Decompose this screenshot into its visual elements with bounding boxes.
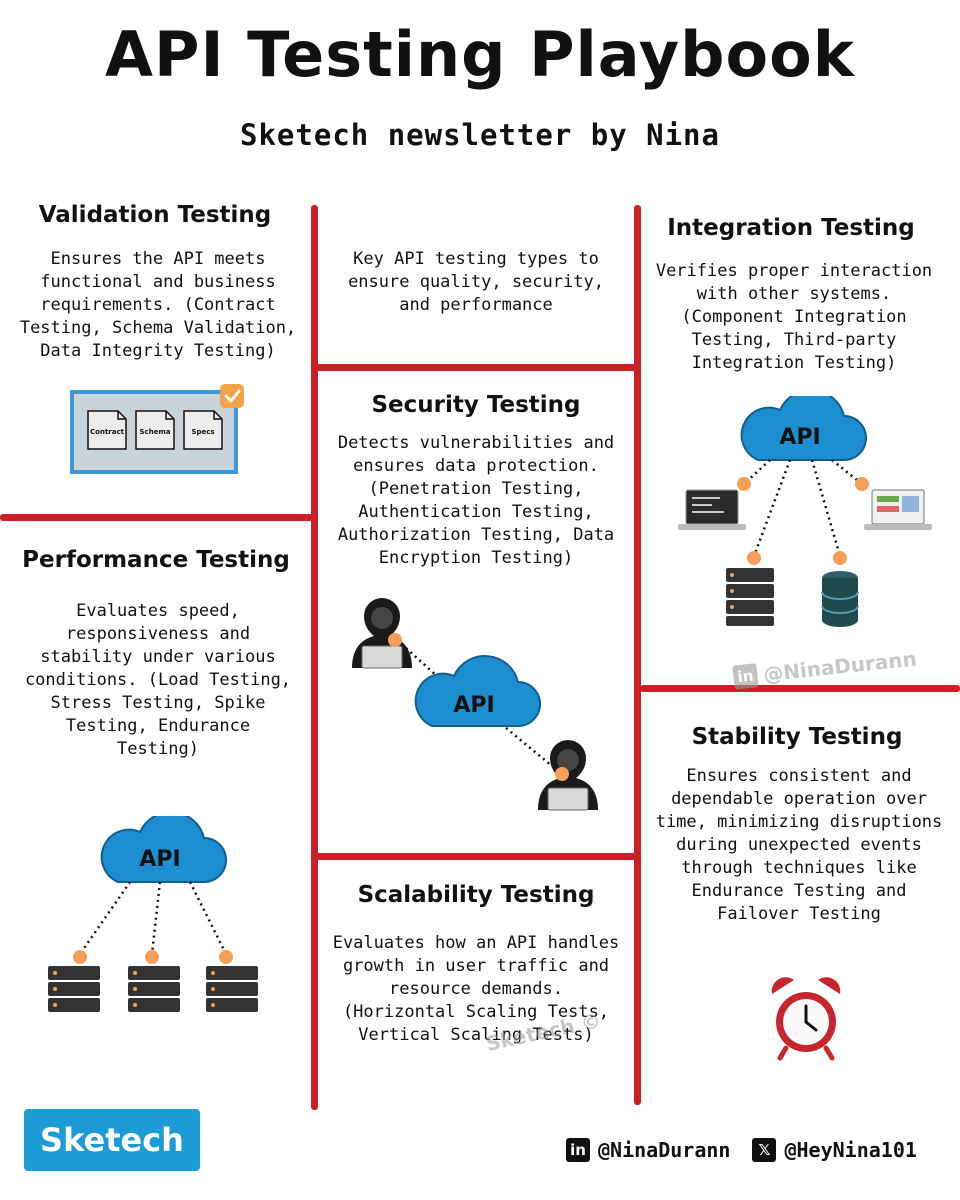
- integration-diagram: API: [672, 389, 942, 636]
- alarm-clock-icon: [766, 972, 846, 1062]
- divider-left-horizontal: [0, 514, 313, 521]
- cloud-icon: API: [740, 389, 867, 461]
- doc-schema-label: Schema: [140, 428, 171, 436]
- cloud-icon: API: [414, 655, 541, 727]
- linkedin-watermark-text: @NinaDurann: [762, 646, 918, 687]
- server-icon: [48, 966, 100, 1012]
- security-title: Security Testing: [371, 392, 581, 418]
- database-icon: [821, 571, 859, 627]
- server-icon: [726, 568, 774, 626]
- cloud-icon: API: [100, 811, 227, 883]
- validation-illustration: Contract Schema Specs: [70, 384, 250, 476]
- page-subtitle: Sketech newsletter by Nina: [240, 118, 720, 152]
- linkedin-icon: in: [566, 1138, 590, 1162]
- performance-title: Performance Testing: [22, 547, 290, 573]
- divider-right-vertical: [634, 205, 641, 1105]
- svg-text:API: API: [779, 425, 820, 450]
- integration-title: Integration Testing: [667, 215, 915, 241]
- check-badge-icon: [220, 384, 244, 408]
- doc-specs-label: Specs: [191, 428, 214, 436]
- hacker-icon: [538, 740, 598, 811]
- security-diagram: API: [340, 596, 620, 816]
- social-links: in @NinaDurann 𝕏 @HeyNina101: [566, 1138, 917, 1162]
- linkedin-handle[interactable]: @NinaDurann: [598, 1138, 731, 1162]
- doc-contract-label: Contract: [90, 428, 125, 436]
- security-body: Detects vulnerabilities and ensures data…: [337, 433, 615, 568]
- server-icon: [206, 966, 258, 1012]
- divider-center-bottom: [316, 853, 636, 860]
- hacker-icon: [352, 598, 412, 669]
- divider-left-vertical: [311, 205, 318, 1110]
- divider-right-horizontal: [640, 685, 960, 692]
- performance-diagram: API: [40, 811, 280, 1026]
- divider-center-top: [316, 364, 636, 371]
- validation-body: Ensures the API meets functional and bus…: [19, 249, 297, 361]
- performance-body: Evaluates speed, responsiveness and stab…: [24, 601, 292, 759]
- scalability-body: Evaluates how an API handles growth in u…: [332, 933, 620, 1045]
- stability-body: Ensures consistent and dependable operat…: [655, 766, 943, 924]
- server-icon: [128, 966, 180, 1012]
- x-handle[interactable]: @HeyNina101: [784, 1138, 917, 1162]
- svg-text:API: API: [139, 847, 180, 872]
- linkedin-watermark-icon: in: [732, 663, 759, 690]
- stability-title: Stability Testing: [691, 724, 903, 750]
- intro-text: Key API testing types to ensure quality,…: [348, 249, 604, 315]
- page-title: API Testing Playbook: [105, 18, 855, 91]
- validation-title: Validation Testing: [38, 202, 272, 228]
- integration-body: Verifies proper interaction with other s…: [655, 261, 933, 373]
- sketech-logo: Sketech: [24, 1109, 200, 1171]
- laptop-icon: [864, 489, 932, 530]
- x-icon: 𝕏: [752, 1138, 777, 1162]
- laptop-icon: [678, 489, 746, 530]
- svg-text:API: API: [453, 693, 494, 718]
- linkedin-watermark: in @NinaDurann: [732, 646, 918, 690]
- scalability-title: Scalability Testing: [357, 882, 595, 908]
